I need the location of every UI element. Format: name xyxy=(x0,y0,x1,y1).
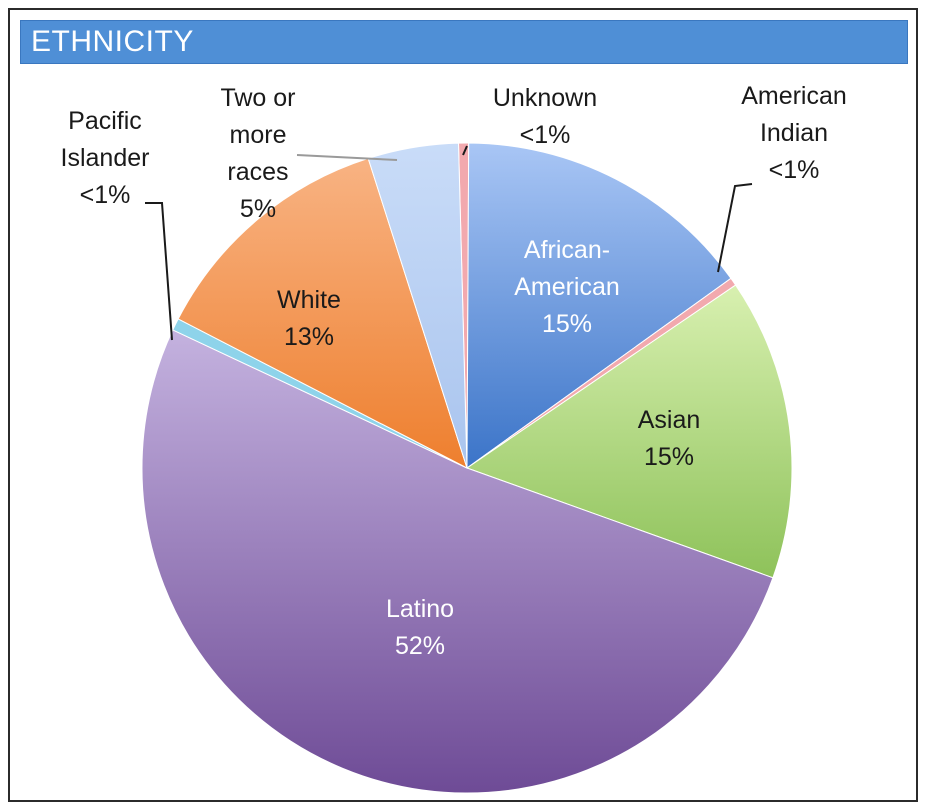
callout-label-pacific-islander: Pacific Islander <1% xyxy=(61,107,150,209)
leader-line-two-or-more-races xyxy=(296,154,398,161)
data-label-white: White 13% xyxy=(277,286,341,351)
callout-label-american-indian: American Indian <1% xyxy=(741,82,847,184)
callout-label-unknown: Unknown <1% xyxy=(493,84,597,149)
chart-title: ETHNICITY xyxy=(31,25,194,58)
data-label-african-american: African-American 15% xyxy=(514,236,620,338)
data-label-latino: Latino 52% xyxy=(386,595,454,660)
callout-label-two-or-more-races: Two or more races 5% xyxy=(220,84,295,223)
leader-line-american-indian xyxy=(717,183,753,273)
leader-line-pacific-islander xyxy=(145,202,173,341)
data-label-asian: Asian 15% xyxy=(638,406,701,471)
pie-slice-asian xyxy=(465,284,793,579)
title-bar: ETHNICITY xyxy=(20,20,908,64)
leader-line-unknown xyxy=(462,145,468,156)
pie-slice-white xyxy=(177,157,468,469)
pie-slice-african-american xyxy=(466,142,732,469)
pie-slice-latino xyxy=(141,329,774,794)
